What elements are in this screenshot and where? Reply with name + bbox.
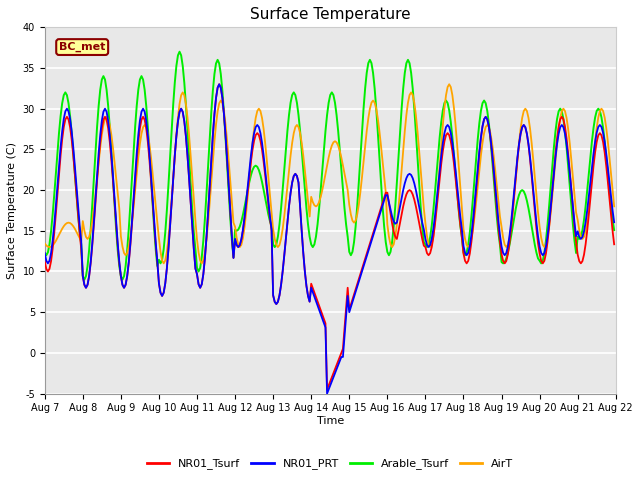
Legend: NR01_Tsurf, NR01_PRT, Arable_Tsurf, AirT: NR01_Tsurf, NR01_PRT, Arable_Tsurf, AirT — [143, 454, 518, 474]
Title: Surface Temperature: Surface Temperature — [250, 7, 410, 22]
Text: BC_met: BC_met — [59, 42, 106, 52]
X-axis label: Time: Time — [317, 416, 344, 426]
Y-axis label: Surface Temperature (C): Surface Temperature (C) — [7, 142, 17, 279]
